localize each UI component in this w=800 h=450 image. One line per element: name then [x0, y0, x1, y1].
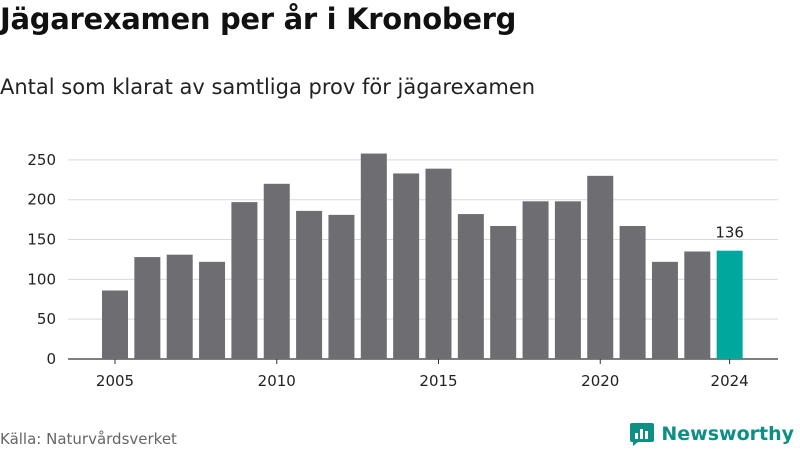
bars [102, 153, 743, 359]
bar-2013 [360, 153, 387, 359]
bar-2009 [231, 202, 258, 359]
bar-2017 [490, 226, 517, 359]
bar-2011 [296, 210, 323, 359]
bar-2019 [554, 201, 581, 359]
bar-chart: 0 50 100 150 200 250 2005 2010 2015 2020 2024 136 [27, 151, 778, 390]
bar-2006 [134, 257, 161, 359]
y-tick-label: 0 [46, 350, 56, 368]
x-tick-label: 2024 [711, 372, 749, 390]
bar-2020 [587, 175, 614, 359]
chart-subtitle: Antal som klarat av samtliga prov för jä… [0, 75, 536, 99]
bar-2023 [684, 251, 711, 359]
data-label-2024: 136 [715, 224, 744, 242]
x-tick-label: 2020 [581, 372, 619, 390]
y-tick-label: 100 [27, 270, 56, 288]
bar-2018 [522, 201, 549, 359]
x-tick-label: 2005 [96, 372, 134, 390]
bar-2024 [716, 250, 743, 359]
bar-2015 [425, 168, 452, 359]
x-tick-label: 2015 [419, 372, 457, 390]
newsworthy-logo-icon [630, 423, 655, 446]
y-tick-label: 200 [27, 191, 56, 209]
bar-2012 [328, 214, 355, 359]
bar-2016 [457, 214, 484, 359]
data-labels: 136 [715, 224, 744, 242]
source-note: Källa: Naturvårdsverket [0, 430, 177, 448]
bar-2014 [393, 173, 420, 359]
bar-2021 [619, 226, 646, 359]
y-tick-label: 50 [37, 310, 56, 328]
brand-logo[interactable]: Newsworthy [629, 421, 794, 447]
y-axis-ticks: 0 50 100 150 200 250 [27, 151, 56, 368]
x-axis-ticks: 2005 2010 2015 2020 2024 [96, 359, 749, 390]
brand-name: Newsworthy [661, 423, 794, 445]
x-tick-label: 2010 [258, 372, 296, 390]
bar-2008 [199, 261, 226, 359]
chart-title: Jägarexamen per år i Kronoberg [0, 2, 517, 36]
bar-2005 [102, 290, 128, 359]
bar-2022 [651, 261, 678, 359]
bar-2010 [263, 183, 290, 359]
y-tick-label: 250 [27, 151, 56, 169]
bar-2007 [166, 254, 193, 359]
y-tick-label: 150 [27, 231, 56, 249]
